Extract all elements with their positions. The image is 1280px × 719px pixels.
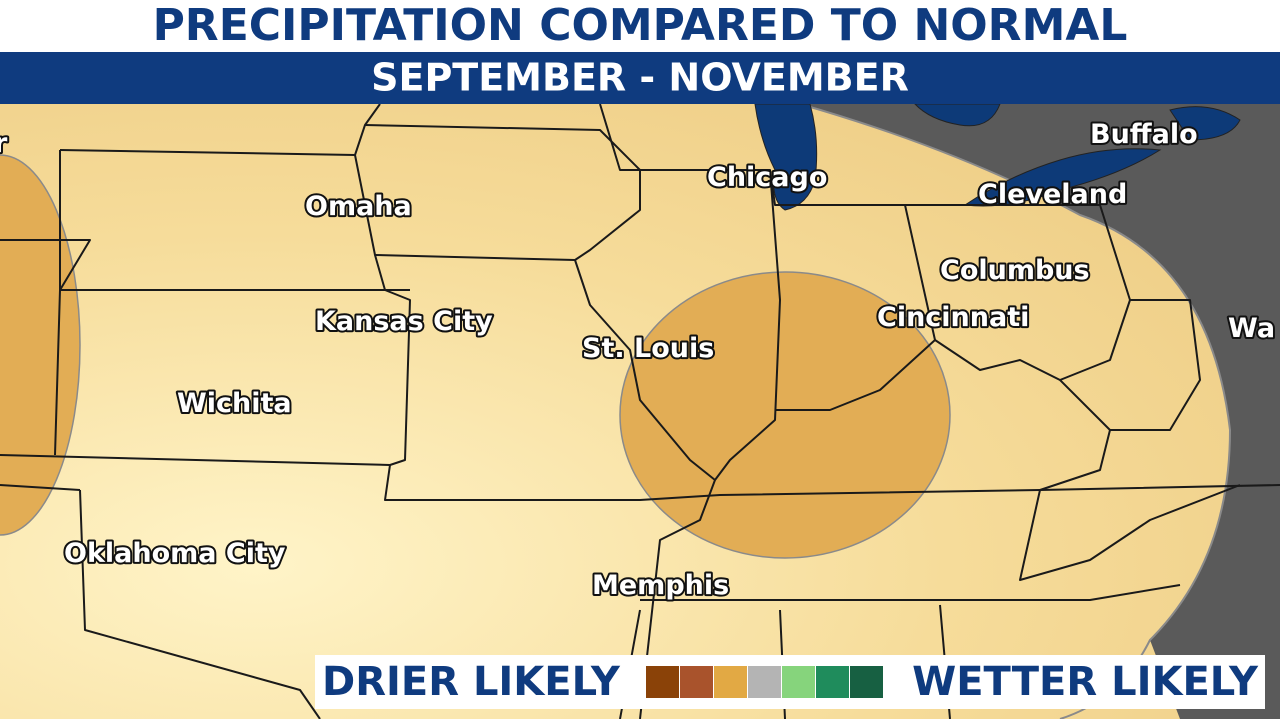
- legend-swatches: [646, 666, 883, 698]
- near-normal-region: [800, 104, 1280, 719]
- legend-swatch: [714, 666, 747, 698]
- drier-area: [619, 271, 951, 559]
- city-label: Buffalo: [1090, 119, 1198, 150]
- city-label: Cincinnati: [877, 302, 1029, 333]
- city-label: Chicago: [707, 162, 827, 193]
- city-label: Cleveland: [978, 179, 1127, 210]
- legend-swatch: [782, 666, 815, 698]
- city-label: Kansas City: [315, 306, 493, 337]
- city-label: Columbus: [940, 255, 1090, 286]
- city-label: St. Louis: [582, 333, 714, 364]
- title-band: [0, 0, 1280, 52]
- region-outline: [799, 103, 1232, 719]
- city-label: Omaha: [305, 191, 412, 222]
- subtitle: SEPTEMBER - NOVEMBER: [371, 56, 909, 100]
- legend-label: WETTER LIKELY: [912, 659, 1259, 705]
- city-label: r: [0, 128, 8, 159]
- state-borders: [0, 103, 1280, 719]
- legend-label: DRIER LIKELY: [322, 659, 621, 705]
- title: PRECIPITATION COMPARED TO NORMAL: [153, 0, 1128, 51]
- lake: [913, 103, 1241, 141]
- city-label: Wa: [1228, 313, 1275, 344]
- city-labels: r Omaha Chicago Buffalo Cleveland Columb…: [0, 117, 1277, 603]
- city-label: Wichita: [177, 388, 292, 419]
- legend-swatch: [850, 666, 883, 698]
- lake: [754, 103, 818, 211]
- city-label: Memphis: [592, 570, 729, 601]
- legend-swatch: [816, 666, 849, 698]
- legend-swatch: [748, 666, 781, 698]
- subtitle-band: [0, 52, 1280, 104]
- city-label: Oklahoma City: [64, 538, 286, 569]
- lake: [963, 148, 1162, 207]
- legend-swatch: [680, 666, 713, 698]
- legend-swatch: [646, 666, 679, 698]
